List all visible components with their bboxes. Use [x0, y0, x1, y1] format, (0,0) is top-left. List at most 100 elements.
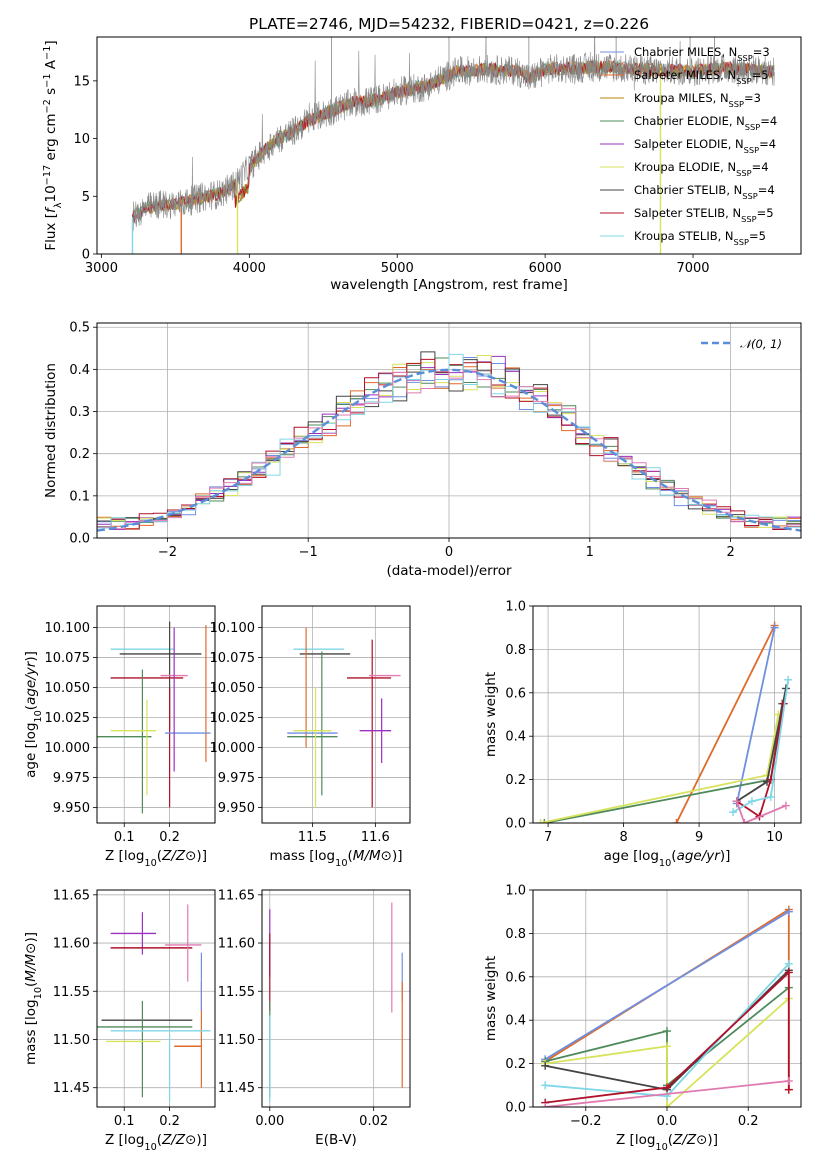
x-axis-label: Z [log10(Z/Z⊙)] — [616, 1132, 718, 1153]
panel-spectrum: 3000 4000 5000 6000 7000 0 5 10 15 wavelength [An… — [42, 36, 802, 293]
y-tick-label: 0.3 — [69, 405, 90, 420]
x-tick-label: 0.02 — [359, 1114, 388, 1129]
legend-label: Salpeter STELIB, NSSP=5 — [634, 206, 774, 224]
y-tick-label: 11.60 — [218, 937, 255, 952]
y-tick-label: 10.075 — [210, 651, 256, 666]
y-tick-label: 10.050 — [210, 681, 256, 696]
y-tick-label: 5 — [82, 190, 90, 205]
panel-age-vs-Z: 0.1 0.2 9.950 9.975 10.000 10.025 10.050 10.075… — [23, 605, 216, 869]
y-tick-label: 10.025 — [45, 711, 91, 726]
legend-label: Chabrier ELODIE, NSSP=4 — [634, 114, 777, 132]
legend-label: Salpeter ELODIE, NSSP=4 — [634, 137, 776, 155]
panel-mass-vs-Z: 0.1 0.2 11.45 11.50 11.55 11.60 11.65 Z [log10(… — [23, 888, 216, 1153]
data-spectrum — [132, 37, 775, 231]
x-tick-label: 0.1 — [114, 1114, 135, 1129]
series-line — [735, 801, 787, 823]
y-tick-label: 11.55 — [53, 985, 90, 1000]
plot-area — [97, 904, 211, 1103]
y-axis-label: Normed distribution — [43, 363, 59, 498]
y-tick-label: 10.100 — [45, 621, 91, 636]
y-tick-label: 0.0 — [69, 532, 90, 547]
x-tick-label: 0.2 — [738, 1114, 759, 1129]
x-tick-label: 0 — [445, 545, 453, 560]
series-line — [545, 997, 790, 1107]
y-tick-label: 0.2 — [69, 447, 90, 462]
y-tick-label: 10.025 — [210, 711, 256, 726]
y-tick-label: 11.65 — [218, 888, 255, 903]
y-tick-label: 0.6 — [505, 686, 526, 701]
series-line — [735, 627, 776, 804]
axes-frame — [532, 605, 802, 824]
plot-area — [536, 621, 793, 823]
plot-area — [269, 902, 403, 1103]
x-tick-label: −0.2 — [570, 1114, 602, 1129]
plot-area — [97, 621, 211, 814]
legend-label: Salpeter MILES, NSSP=5 — [634, 68, 769, 86]
panels: 3000 4000 5000 6000 7000 0 5 10 15 wavelength [An… — [23, 36, 802, 1153]
x-tick-label: 2 — [726, 545, 734, 560]
y-tick-label: 11.45 — [53, 1081, 90, 1096]
panel-residuals: −2 −1 0 1 2 0.0 0.1 0.2 0.3 0.4 0.5 (data-model)/er… — [43, 321, 802, 579]
legend-label: Kroupa MILES, NSSP=3 — [634, 91, 761, 109]
axes-frame — [261, 889, 411, 1108]
x-tick-label: 0.1 — [114, 830, 135, 845]
axes-frame — [96, 889, 216, 1108]
panel-weight-vs-Z: −0.2 0.0 0.2 0.0 0.2 0.4 0.6 0.8 1.0 Z [log10(Z/Z… — [483, 884, 802, 1153]
x-tick-label: 5000 — [381, 261, 414, 276]
x-axis-label: Z [log10(Z/Z⊙)] — [105, 1132, 207, 1153]
y-tick-label: 0.4 — [505, 730, 526, 745]
x-tick-label: 0.0 — [657, 1114, 678, 1129]
legend-label: Kroupa ELODIE, NSSP=4 — [634, 160, 769, 178]
x-axis-label: mass [log10(M/M⊙)] — [270, 848, 403, 869]
x-tick-label: 7 — [544, 830, 552, 845]
x-tick-label: 0.2 — [159, 1114, 180, 1129]
x-axis-label: wavelength [Angstrom, rest frame] — [330, 277, 568, 293]
x-tick-label: 6000 — [529, 261, 562, 276]
x-tick-label: 11.6 — [361, 830, 390, 845]
y-tick-label: 10.050 — [45, 681, 91, 696]
plot-area — [131, 37, 775, 254]
y-tick-label: 11.45 — [218, 1081, 255, 1096]
y-tick-label: 11.60 — [53, 937, 90, 952]
y-tick-label: 10 — [73, 132, 90, 147]
axes-frame — [96, 322, 802, 539]
axes-frame — [532, 889, 802, 1108]
x-tick-label: 7000 — [676, 261, 709, 276]
y-axis-label: mass weight — [483, 956, 499, 1041]
x-tick-label: −1 — [299, 545, 318, 560]
y-axis-label: age [log10(age/yr)] — [23, 651, 44, 778]
histogram-8 — [97, 370, 801, 538]
x-axis-label: E(B-V) — [315, 1132, 357, 1148]
x-tick-label: −2 — [158, 545, 177, 560]
y-tick-label: 11.55 — [218, 985, 255, 1000]
figure-title: PLATE=2746, MJD=54232, FIBERID=0421, z=0… — [249, 15, 649, 33]
y-tick-label: 11.50 — [53, 1033, 90, 1048]
y-tick-label: 15 — [73, 74, 90, 89]
y-tick-label: 0.2 — [505, 773, 526, 788]
series-line — [732, 679, 790, 813]
axes-frame — [96, 605, 216, 824]
legend-label: Kroupa STELIB, NSSP=5 — [634, 229, 766, 247]
y-tick-label: 0.0 — [505, 1101, 526, 1116]
gaussian-curve — [97, 368, 801, 532]
x-tick-label: 3000 — [85, 261, 118, 276]
x-tick-label: 9 — [695, 830, 703, 845]
x-tick-label: 0.00 — [255, 1114, 284, 1129]
y-tick-label: 0.5 — [69, 321, 90, 336]
panel-weight-vs-age: 7 8 9 10 0.0 0.2 0.4 0.6 0.8 1.0 age [log10(age/yr… — [483, 600, 802, 869]
y-tick-label: 9.975 — [53, 771, 90, 786]
x-axis-label: Z [log10(Z/Z⊙)] — [105, 848, 207, 869]
y-tick-label: 10.000 — [210, 741, 256, 756]
y-axis-label: Flux [fλ10−17 erg cm−2 s−1 A−1] — [42, 40, 64, 250]
series-line — [544, 910, 790, 1061]
plot-area — [287, 627, 401, 808]
x-tick-label: 0.2 — [159, 830, 180, 845]
y-tick-label: 10.000 — [45, 741, 91, 756]
y-tick-label: 10.100 — [210, 621, 256, 636]
y-tick-label: 11.65 — [53, 888, 90, 903]
x-tick-label: 1 — [586, 545, 594, 560]
x-axis-label: (data-model)/error — [386, 563, 512, 579]
x-tick-label: 4000 — [233, 261, 266, 276]
y-tick-label: 0.6 — [505, 970, 526, 985]
